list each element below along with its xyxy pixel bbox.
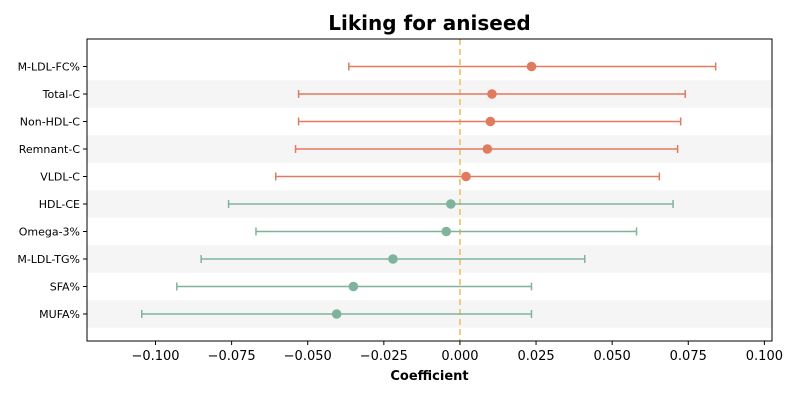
point-estimate bbox=[388, 254, 398, 264]
y-tick-label: Omega-3% bbox=[19, 226, 80, 239]
y-tick-label: M-LDL-TG% bbox=[17, 253, 80, 266]
x-tick-label: −0.100 bbox=[131, 349, 179, 364]
x-tick-label: −0.025 bbox=[360, 349, 408, 364]
point-estimate bbox=[331, 309, 342, 319]
x-tick-label: −0.050 bbox=[284, 349, 332, 364]
x-tick-label: 0.075 bbox=[670, 349, 707, 364]
point-estimate bbox=[441, 226, 452, 237]
y-axis: M-LDL-FC% Total-C Non-HDL-C Remnant-C VLDL-C… bbox=[17, 61, 87, 321]
point-estimate bbox=[526, 61, 537, 72]
x-tick-label: 0.100 bbox=[746, 349, 783, 364]
y-tick-label: HDL-CE bbox=[39, 198, 80, 211]
y-tick-label: Total-C bbox=[42, 88, 81, 101]
x-tick-label: −0.075 bbox=[208, 349, 256, 364]
y-tick-label: M-LDL-FC% bbox=[18, 61, 80, 74]
y-tick-label: VLDL-C bbox=[40, 171, 80, 184]
point-estimates bbox=[331, 61, 537, 319]
point-estimate bbox=[485, 116, 496, 127]
point-estimate bbox=[446, 199, 456, 209]
y-tick-label: SFA% bbox=[50, 281, 80, 294]
point-estimate bbox=[348, 281, 359, 292]
point-estimate bbox=[461, 171, 471, 182]
y-tick-label: Non-HDL-C bbox=[20, 116, 81, 129]
x-tick-label: 0.050 bbox=[594, 349, 631, 364]
x-tick-label: 0.025 bbox=[517, 349, 554, 364]
y-tick-label: Remnant-C bbox=[19, 143, 81, 156]
x-axis-label: Coefficient bbox=[390, 369, 468, 384]
y-tick-label: MUFA% bbox=[39, 308, 80, 321]
point-estimate bbox=[482, 144, 493, 154]
x-tick-label: 0.000 bbox=[441, 349, 478, 364]
plot-frame bbox=[86, 38, 773, 342]
chart-title: Liking for aniseed bbox=[328, 11, 530, 35]
x-axis: −0.100 −0.075 −0.050 −0.025 0.000 0.025 0.050 0… bbox=[131, 341, 783, 364]
point-estimate bbox=[487, 89, 497, 99]
